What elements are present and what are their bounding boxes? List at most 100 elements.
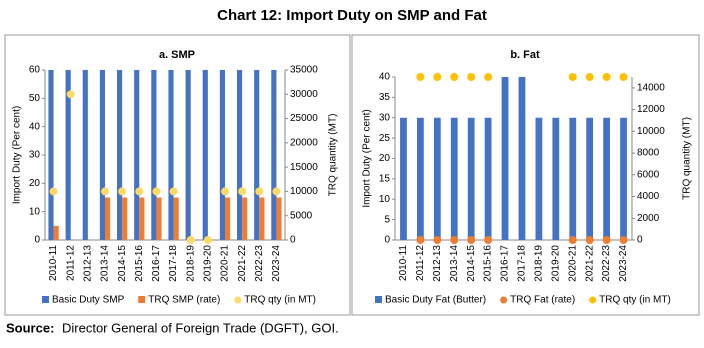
point <box>118 187 127 196</box>
y-axis-title: Import Duty (Per cent) <box>362 109 373 207</box>
bar <box>242 197 248 240</box>
y2-tick-label: 2000 <box>637 213 660 224</box>
y-tick-label: 5 <box>384 214 390 225</box>
point <box>221 187 229 196</box>
y-tick-label: 40 <box>29 121 41 132</box>
bar <box>620 117 627 240</box>
x-tick-label: 2015-16 <box>483 245 494 282</box>
bar <box>99 70 105 240</box>
bar <box>168 70 174 240</box>
bar <box>271 70 277 240</box>
bar <box>82 70 88 240</box>
point <box>467 73 476 81</box>
bar <box>202 70 208 240</box>
x-tick-label: 2023-24 <box>271 245 282 282</box>
y-tick-label: 0 <box>34 235 40 246</box>
y-tick-label: 50 <box>29 93 41 104</box>
point <box>585 73 594 81</box>
y2-tick-label: 5000 <box>290 210 313 221</box>
y2-tick-label: 0 <box>290 235 296 246</box>
source-text: Director General of Foreign Trade (DGFT)… <box>62 320 339 335</box>
legend-label: Basic Duty SMP <box>52 295 125 306</box>
y-tick-label: 0 <box>384 235 390 246</box>
bar <box>237 70 243 240</box>
y2-tick-label: 25000 <box>290 113 318 124</box>
y-tick-label: 30 <box>379 112 391 123</box>
point <box>101 187 109 196</box>
bar <box>603 117 610 240</box>
point <box>467 236 476 244</box>
bar <box>400 117 407 240</box>
point <box>450 73 459 81</box>
legend-swatch <box>234 296 242 304</box>
bar <box>254 70 260 240</box>
bar <box>117 70 123 240</box>
bar <box>122 197 128 240</box>
y2-tick-label: 4000 <box>637 191 660 202</box>
chart-title: b. Fat <box>510 49 540 61</box>
point <box>484 236 493 244</box>
x-tick-label: 2021-22 <box>584 245 595 282</box>
bar <box>259 197 265 240</box>
legend-label: TRQ qty (in MT) <box>599 295 671 306</box>
x-tick-label: 2013-14 <box>100 245 111 282</box>
bar <box>586 117 594 240</box>
point <box>203 236 212 244</box>
bar <box>501 77 509 240</box>
x-tick-label: 2013-14 <box>449 245 460 282</box>
y-tick-label: 30 <box>29 150 41 161</box>
y2-axis-title: TRQ quantity (MT) <box>328 114 339 197</box>
point <box>272 187 281 196</box>
bar <box>173 197 179 240</box>
bar <box>219 70 225 240</box>
point <box>602 73 611 81</box>
y2-tick-label: 12000 <box>637 104 665 115</box>
x-tick-label: 2019-20 <box>202 245 213 282</box>
panel-frame <box>351 34 700 316</box>
x-tick-label: 2012-13 <box>432 245 443 282</box>
point <box>568 73 577 81</box>
point <box>484 73 493 81</box>
x-tick-label: 2012-13 <box>82 245 93 282</box>
y2-tick-label: 10000 <box>637 126 665 137</box>
legend-swatch <box>589 296 597 304</box>
x-tick-label: 2020-21 <box>220 245 231 282</box>
x-tick-label: 2017-18 <box>168 245 179 282</box>
x-tick-label: 2017-18 <box>517 245 528 282</box>
bar <box>185 70 191 240</box>
x-tick-label: 2020-21 <box>567 245 578 282</box>
y-tick-label: 60 <box>29 65 41 76</box>
x-tick-label: 2019-20 <box>550 245 561 282</box>
bar <box>450 117 458 240</box>
x-tick-label: 2016-17 <box>500 245 511 282</box>
bar <box>433 117 441 240</box>
point <box>619 73 628 81</box>
bar <box>276 197 282 240</box>
point <box>238 187 247 196</box>
x-tick-label: 2021-22 <box>237 245 248 282</box>
x-tick-label: 2018-19 <box>534 245 545 282</box>
point <box>450 236 459 244</box>
legend-label: TRQ SMP (rate) <box>148 295 220 306</box>
point <box>66 90 75 99</box>
y-tick-label: 40 <box>379 72 391 83</box>
x-tick-label: 2010-11 <box>48 245 59 281</box>
x-tick-label: 2011-12 <box>415 245 426 281</box>
y2-tick-label: 0 <box>637 235 643 246</box>
y-tick-label: 35 <box>379 92 391 103</box>
x-tick-label: 2015-16 <box>134 245 145 282</box>
y2-tick-label: 8000 <box>637 148 660 159</box>
bar <box>417 117 424 240</box>
point <box>568 236 577 244</box>
point <box>169 187 178 196</box>
source-label: Source: <box>6 320 54 335</box>
bar <box>139 197 145 240</box>
bar <box>467 117 475 240</box>
point <box>619 236 628 244</box>
point <box>49 187 58 196</box>
y-tick-label: 10 <box>29 206 41 217</box>
y2-tick-label: 35000 <box>290 65 318 76</box>
y-tick-label: 25 <box>379 133 391 144</box>
